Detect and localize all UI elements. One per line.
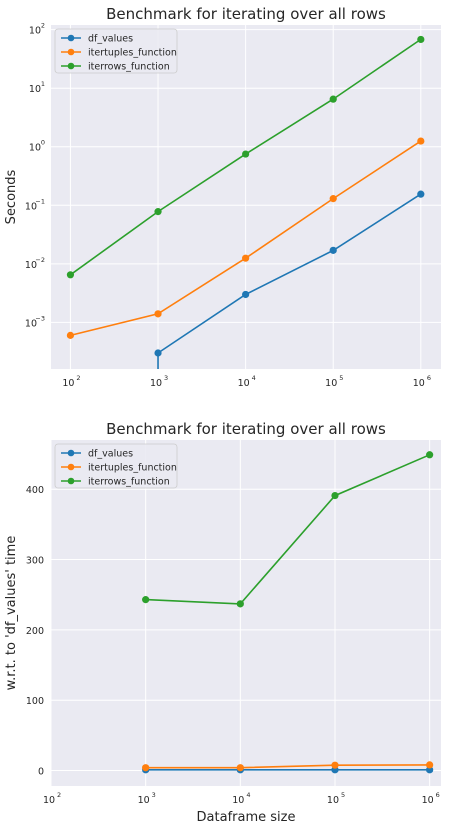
chart-title: Benchmark for iterating over all rows — [106, 5, 386, 23]
data-point-itertuples_function — [426, 761, 434, 769]
chart-title: Benchmark for iterating over all rows — [106, 420, 386, 438]
data-point-itertuples_function — [66, 331, 75, 339]
series-line-iterrows_function — [145, 454, 430, 605]
data-point-itertuples_function — [154, 310, 162, 318]
x-tick-label: 10 — [138, 795, 150, 806]
data-point-itertuples_function — [329, 195, 337, 203]
data-point-df_values — [417, 190, 425, 198]
y-axis-label: Seconds — [4, 169, 19, 224]
x-tick-label: 10 — [62, 378, 74, 389]
data-point-df_values — [329, 246, 337, 254]
data-point-iterrows_function — [426, 451, 434, 459]
y-tick-exponent: −1 — [35, 197, 45, 205]
legend-label: iterrows_function — [88, 477, 170, 488]
y-tick-label: 10 — [25, 201, 37, 212]
series-layer — [142, 451, 434, 774]
data-point-iterrows_function — [154, 208, 162, 216]
data-point-iterrows_function — [242, 150, 250, 158]
plot-area — [51, 440, 441, 786]
data-point-df_values — [426, 766, 434, 774]
data-point-itertuples_function — [142, 764, 150, 772]
legend-label: df_values — [88, 34, 133, 45]
x-tick-label: 10 — [325, 378, 337, 389]
data-point-itertuples_function — [236, 764, 244, 772]
x-tick-label: 10 — [43, 795, 55, 806]
data-point-iterrows_function — [142, 596, 150, 604]
y-tick-exponent: −2 — [35, 256, 45, 264]
data-point-iterrows_function — [417, 35, 425, 44]
y-tick-label: 10 — [29, 143, 41, 154]
legend-box — [54, 28, 178, 74]
top-chart: 10 2 10 3 10 4 10 5 10 6−310−210−110010110210Benc… — [4, 5, 441, 389]
x-tick-exponent: 5 — [339, 374, 343, 382]
y-tick-label: 200 — [26, 626, 44, 637]
legend-marker — [67, 463, 75, 471]
data-point-itertuples_function — [417, 137, 425, 145]
legend-marker — [67, 449, 75, 457]
y-tick-label: 10 — [25, 260, 37, 271]
y-tick-exponent: −3 — [35, 314, 45, 322]
x-tick-label: 10 — [238, 378, 250, 389]
legend-marker — [67, 48, 75, 56]
legend-marker — [67, 34, 75, 42]
x-tick-label: 10 — [413, 378, 425, 389]
y-tick-label: 100 — [26, 696, 44, 707]
data-point-iterrows_function — [329, 95, 337, 103]
legend-label: df_values — [88, 449, 133, 460]
y-tick-exponent: 1 — [41, 80, 45, 88]
y-tick-label: 400 — [26, 485, 44, 496]
data-point-iterrows_function — [66, 271, 75, 279]
series-layer — [66, 35, 425, 369]
data-point-df_values — [154, 349, 162, 357]
y-tick-label: 10 — [25, 318, 37, 329]
legend-marker — [67, 477, 75, 485]
legend-marker — [67, 62, 75, 70]
x-axis-label: Dataframe size — [197, 810, 296, 825]
legend-label: iterrows_function — [88, 62, 170, 73]
data-point-iterrows_function — [236, 600, 244, 608]
x-tick-exponent: 5 — [341, 791, 345, 799]
data-point-iterrows_function — [331, 491, 339, 500]
y-tick-exponent: 0 — [41, 139, 45, 147]
x-tick-label: 10 — [327, 795, 339, 806]
series-line-df_values — [157, 193, 422, 354]
x-tick-label: 10 — [150, 378, 162, 389]
x-tick-exponent: 6 — [427, 374, 431, 382]
x-tick-exponent: 6 — [436, 791, 440, 799]
x-tick-exponent: 4 — [252, 374, 256, 382]
y-tick-label: 10 — [29, 84, 41, 95]
x-tick-exponent: 2 — [76, 374, 80, 382]
x-tick-exponent: 4 — [246, 791, 250, 799]
data-point-itertuples_function — [331, 761, 339, 769]
data-point-df_values — [242, 290, 250, 299]
y-axis-label: w.r.t. to 'df_values' time — [4, 536, 19, 691]
x-tick-label: 10 — [422, 795, 434, 806]
legend-box — [54, 443, 178, 489]
x-tick-label: 10 — [232, 795, 244, 806]
x-tick-exponent: 3 — [152, 791, 156, 799]
y-tick-label: 0 — [38, 767, 44, 778]
x-tick-exponent: 2 — [57, 791, 61, 799]
data-point-itertuples_function — [242, 254, 250, 262]
series-line-itertuples_function — [145, 764, 430, 769]
x-tick-exponent: 3 — [164, 374, 168, 382]
y-tick-label: 300 — [26, 556, 44, 567]
legend-label: itertuples_function — [88, 463, 177, 474]
legend-label: itertuples_function — [88, 48, 177, 59]
y-tick-exponent: 2 — [41, 22, 45, 30]
y-tick-label: 10 — [29, 26, 41, 37]
